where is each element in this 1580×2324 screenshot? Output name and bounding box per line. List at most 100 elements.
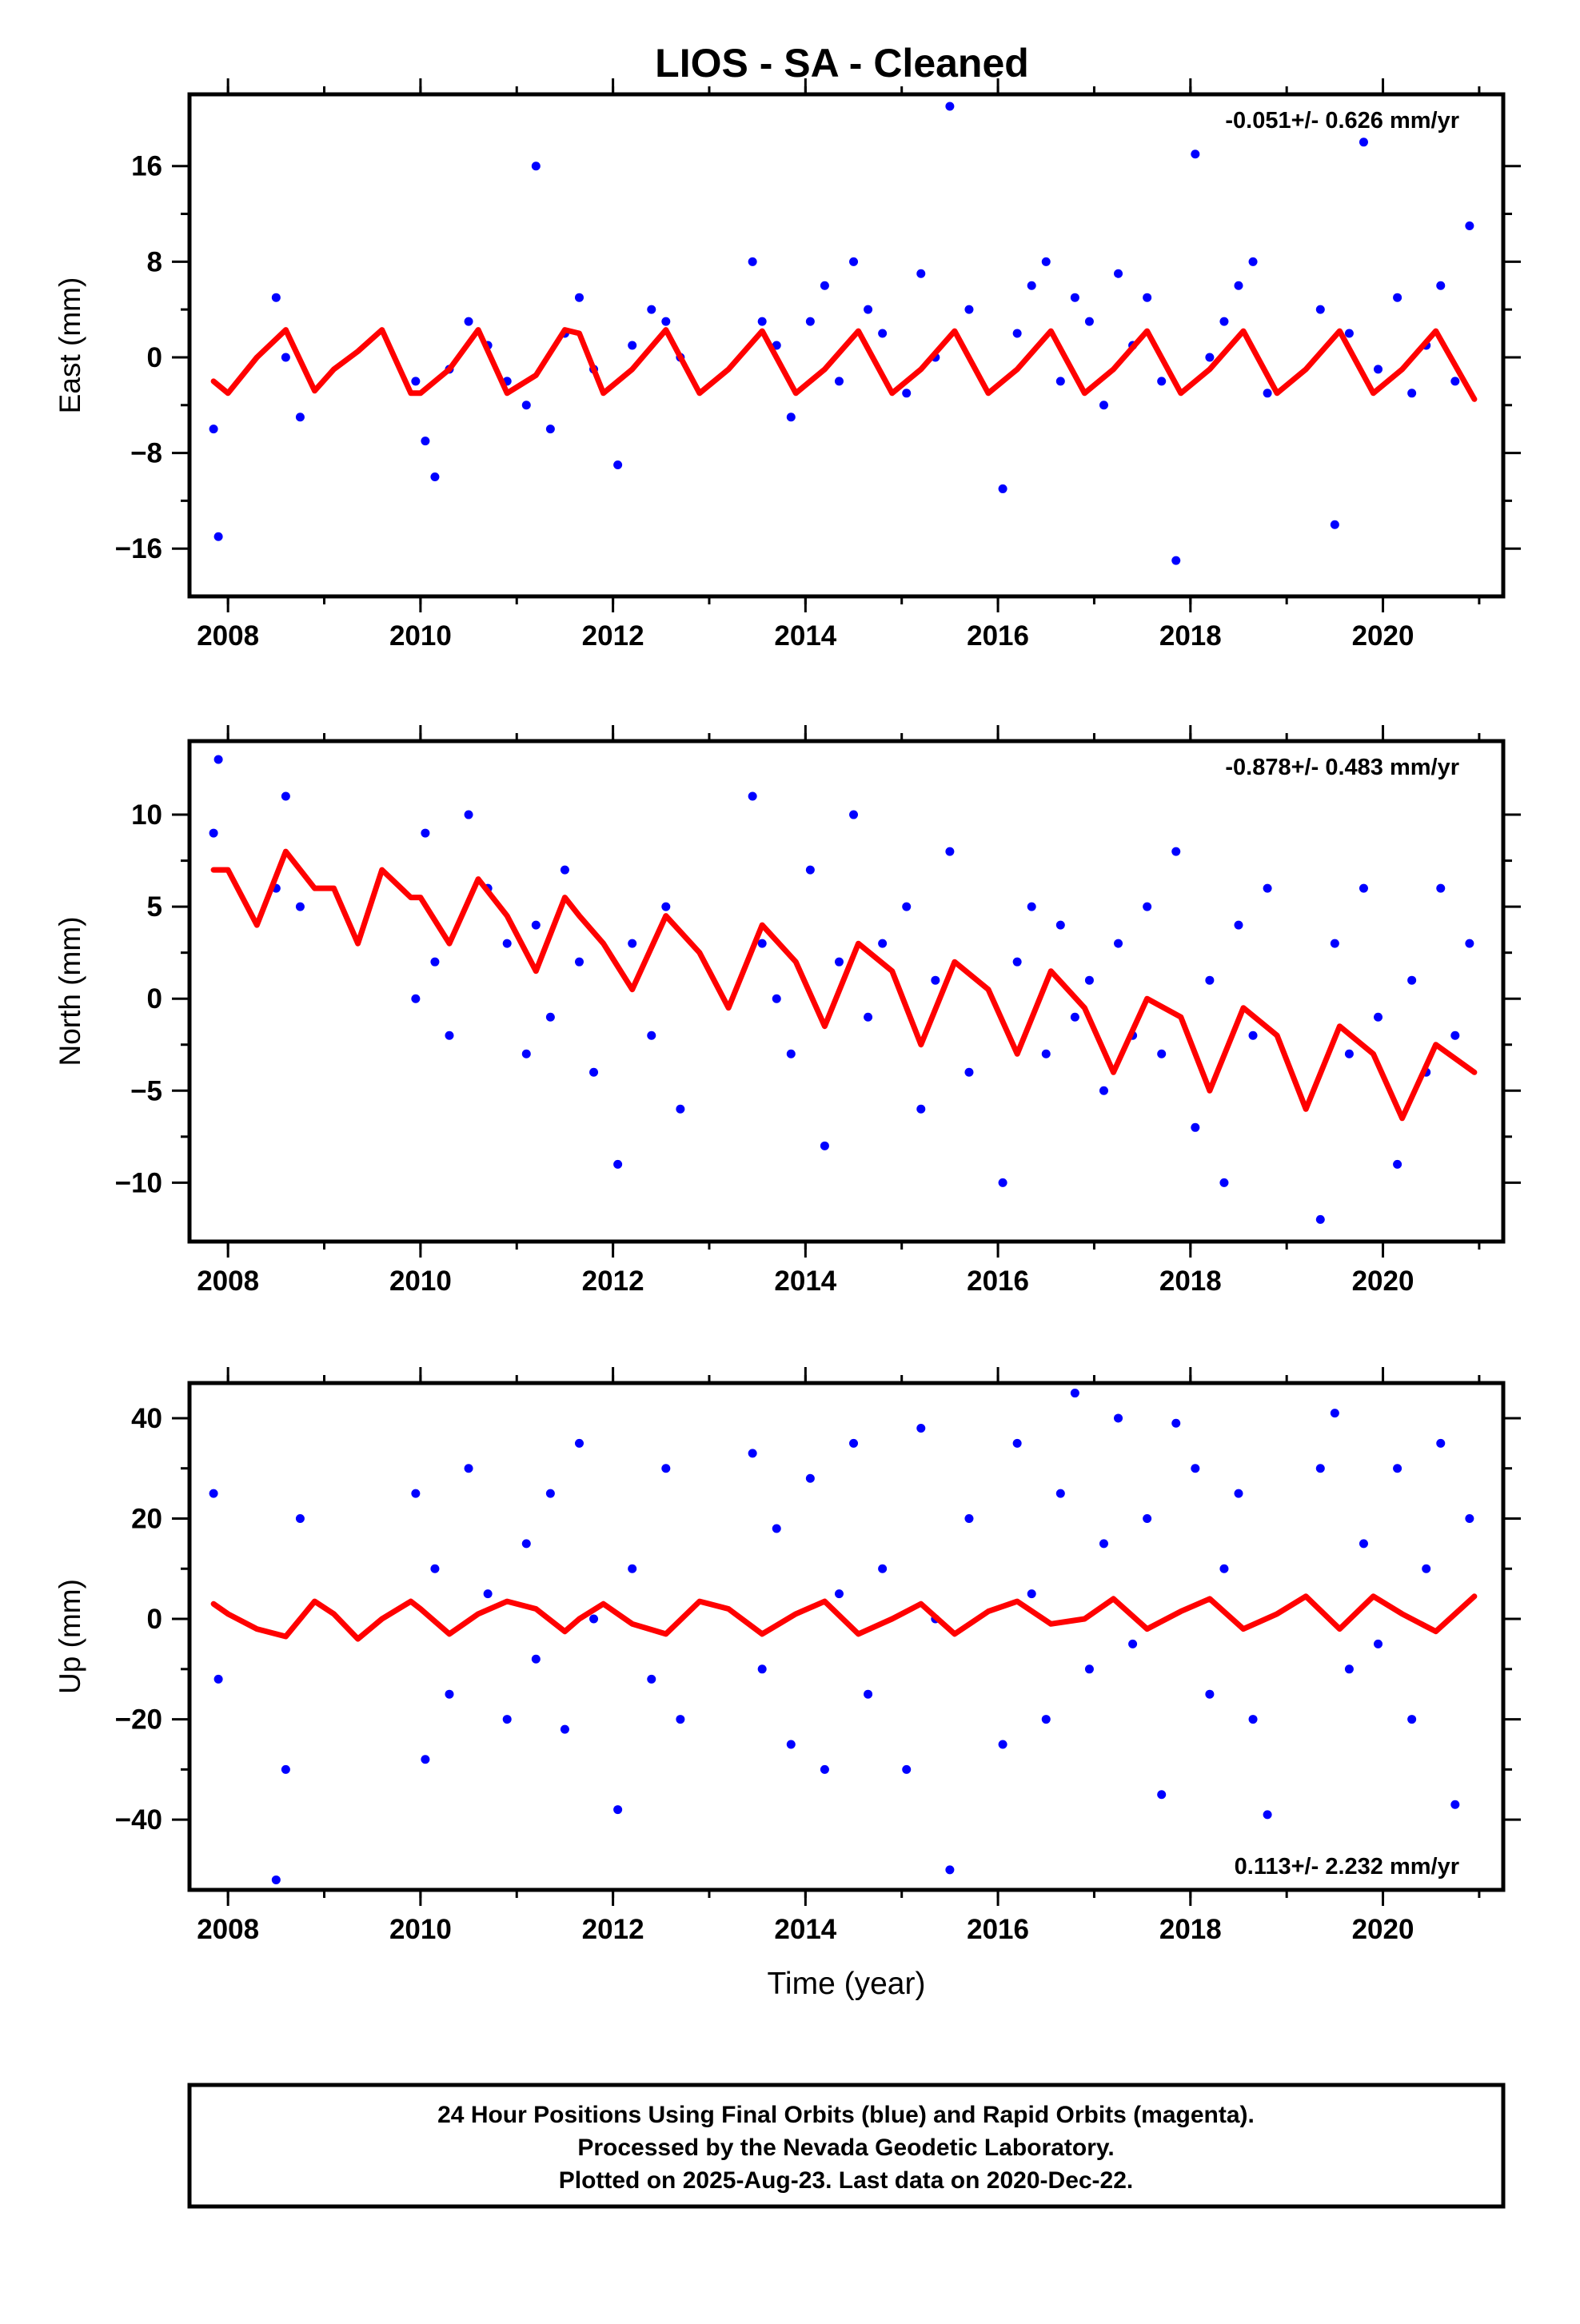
north-x-tick-label: 2010 [389, 1266, 452, 1297]
north-point [213, 755, 223, 764]
up-y-tick-label: −20 [115, 1704, 162, 1736]
up-x-tick-label: 2010 [389, 1914, 452, 1945]
east-point [1450, 377, 1460, 386]
up-y-tick-label: 20 [131, 1503, 162, 1534]
north-y-tick-label: 5 [147, 891, 162, 923]
east-y-tick-label: 8 [147, 246, 162, 277]
north-point [521, 1049, 531, 1058]
up-point [411, 1489, 421, 1498]
up-point [1055, 1489, 1065, 1498]
east-y-tick-label: 0 [147, 342, 162, 373]
north-point [1344, 1049, 1354, 1058]
north-point [1114, 939, 1123, 948]
up-point [1422, 1564, 1431, 1573]
north-y-tick-label: 10 [131, 799, 162, 831]
north-point [445, 1030, 454, 1040]
footer-frame [187, 2083, 1506, 2209]
north-point [647, 1030, 656, 1040]
up-point [805, 1473, 815, 1483]
east-point [661, 317, 671, 326]
north-point [560, 865, 569, 875]
up-point [647, 1674, 656, 1684]
east-point [647, 305, 656, 314]
east-point [964, 305, 974, 314]
north-point [1084, 975, 1094, 985]
north-y-axis-label: North (mm) [54, 916, 86, 1066]
north-point [464, 810, 473, 819]
up-rate-annotation: 0.113+/- 2.232 mm/yr [1235, 1854, 1459, 1880]
north-point [1359, 883, 1368, 893]
east-point [834, 377, 844, 386]
east-point [878, 329, 888, 338]
up-point [430, 1564, 440, 1573]
east-point [521, 401, 531, 410]
north-point [1248, 1030, 1258, 1040]
up-point [1191, 1464, 1200, 1473]
east-point [1219, 317, 1229, 326]
north-point [1219, 1178, 1229, 1187]
east-y-tick-label: −8 [130, 438, 162, 469]
up-x-tick-label: 2014 [774, 1914, 836, 1945]
north-point [849, 810, 859, 819]
east-point [820, 281, 829, 290]
up-point [1070, 1389, 1079, 1398]
north-point [748, 791, 757, 801]
east-x-tick-label: 2018 [1159, 620, 1222, 652]
east-point [1055, 377, 1065, 386]
east-point [464, 317, 473, 326]
up-point [676, 1715, 685, 1724]
east-y-tick-label: 16 [131, 151, 162, 182]
north-point [1407, 975, 1417, 985]
north-point [1070, 1012, 1079, 1022]
north-point [502, 939, 512, 948]
east-point [945, 102, 955, 111]
footer-line-1: 24 Hour Positions Using Final Orbits (bl… [437, 2102, 1255, 2128]
up-point [1248, 1715, 1258, 1724]
up-x-tick-label: 2018 [1159, 1914, 1222, 1945]
east-point [1330, 520, 1339, 529]
north-point [1450, 1030, 1460, 1040]
up-point [213, 1674, 223, 1684]
up-point [1041, 1715, 1051, 1724]
up-point [421, 1755, 430, 1764]
north-point [757, 939, 767, 948]
east-point [1359, 138, 1368, 147]
east-point [1171, 556, 1181, 565]
up-point [1450, 1800, 1460, 1809]
north-y-tick-label: −5 [130, 1075, 162, 1106]
up-point [502, 1715, 512, 1724]
east-point [1027, 281, 1036, 290]
east-point [1041, 257, 1051, 266]
north-point [589, 1067, 599, 1077]
east-point [1114, 269, 1123, 278]
up-x-axis-label: Time (year) [768, 1967, 926, 2001]
north-point [281, 791, 290, 801]
page-title: LIOS - SA - Cleaned [655, 41, 1029, 86]
north-point [421, 828, 430, 838]
east-point [1234, 281, 1243, 290]
east-point [295, 413, 305, 422]
up-point [531, 1654, 541, 1664]
north-point [878, 939, 888, 948]
north-point [574, 957, 584, 967]
north-point [805, 865, 815, 875]
north-point [295, 902, 305, 911]
north-point [1436, 883, 1446, 893]
east-x-tick-label: 2012 [582, 620, 644, 652]
north-x-tick-label: 2018 [1159, 1266, 1222, 1297]
north-point [1171, 847, 1181, 856]
east-y-axis-label: East (mm) [54, 277, 86, 414]
up-point [1315, 1464, 1325, 1473]
up-point [281, 1764, 290, 1774]
north-point [430, 957, 440, 967]
north-point [1012, 957, 1022, 967]
east-point [545, 425, 555, 434]
up-y-axis-label: Up (mm) [54, 1579, 86, 1694]
up-point [589, 1614, 599, 1624]
up-point [521, 1539, 531, 1549]
north-data-layer [209, 755, 1478, 1224]
up-point [1171, 1418, 1181, 1428]
east-point [916, 269, 926, 278]
up-point [1436, 1438, 1446, 1448]
